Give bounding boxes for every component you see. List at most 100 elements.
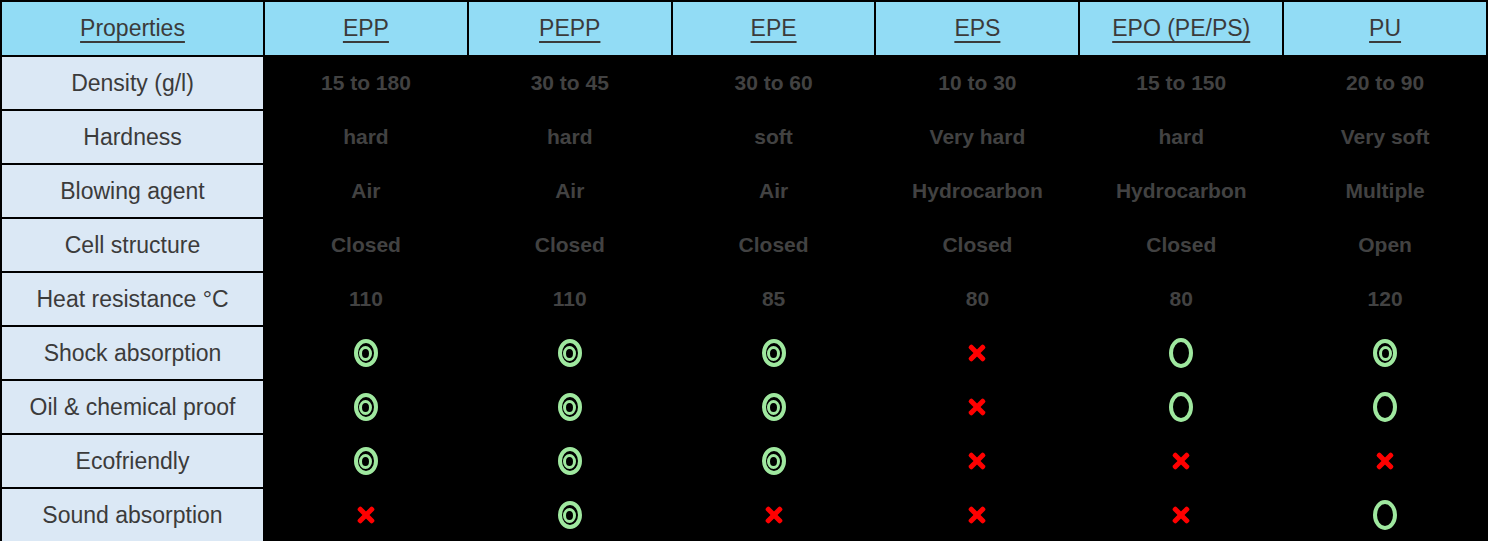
cell-oil-epe (672, 380, 876, 434)
cell-hardness-epo: hard (1079, 110, 1283, 164)
cross-icon (967, 397, 987, 417)
cell-structure-pu: Open (1283, 218, 1487, 272)
cell-oil-epp (264, 380, 468, 434)
double-circle-icon (762, 447, 786, 475)
cell-oil-eps (875, 380, 1079, 434)
cross-icon (764, 505, 784, 525)
symbol-wrap (1080, 435, 1282, 487)
cell-sound-epe (672, 488, 876, 541)
row-label-cell-structure: Cell structure (1, 218, 264, 272)
cell-blowing-eps: Hydrocarbon (875, 164, 1079, 218)
cell-shock-pu (1283, 326, 1487, 380)
cross-icon (967, 505, 987, 525)
symbol-wrap (469, 435, 671, 487)
symbol-wrap (876, 435, 1078, 487)
cell-density-pepp: 30 to 45 (468, 56, 672, 110)
symbol-wrap (673, 489, 875, 541)
table-row-cell-structure: Cell structure Closed Closed Closed Clos… (1, 218, 1487, 272)
cell-hardness-epe: soft (672, 110, 876, 164)
cell-blowing-pu: Multiple (1283, 164, 1487, 218)
cell-structure-pepp: Closed (468, 218, 672, 272)
row-label-heat-resistance: Heat resistance °C (1, 272, 264, 326)
symbol-wrap (1080, 327, 1282, 379)
table-row-sound-absorption: Sound absorption (1, 488, 1487, 541)
cell-hardness-epp: hard (264, 110, 468, 164)
cell-oil-pepp (468, 380, 672, 434)
row-label-oil-chemical: Oil & chemical proof (1, 380, 264, 434)
symbol-wrap (265, 381, 467, 433)
cell-sound-pepp (468, 488, 672, 541)
circle-icon (1373, 500, 1397, 530)
double-circle-icon (558, 339, 582, 367)
double-circle-icon (558, 447, 582, 475)
double-circle-icon (762, 339, 786, 367)
cell-shock-epp (264, 326, 468, 380)
cell-shock-epo (1079, 326, 1283, 380)
symbol-wrap (673, 381, 875, 433)
cell-eco-pepp (468, 434, 672, 488)
circle-icon (1373, 392, 1397, 422)
table-row-density: Density (g/l) 15 to 180 30 to 45 30 to 6… (1, 56, 1487, 110)
materials-comparison-table: Properties EPP PEPP EPE EPS EPO (PE/PS) … (0, 0, 1488, 541)
cell-density-eps: 10 to 30 (875, 56, 1079, 110)
cross-icon (1375, 451, 1395, 471)
double-circle-icon (762, 393, 786, 421)
table-row-oil-chemical: Oil & chemical proof (1, 380, 1487, 434)
symbol-wrap (876, 489, 1078, 541)
symbol-wrap (673, 327, 875, 379)
symbol-wrap (265, 489, 467, 541)
double-circle-icon (354, 339, 378, 367)
cross-icon (967, 343, 987, 363)
symbol-wrap (469, 489, 671, 541)
symbol-wrap (469, 381, 671, 433)
row-label-hardness: Hardness (1, 110, 264, 164)
cell-sound-epo (1079, 488, 1283, 541)
cell-oil-epo (1079, 380, 1283, 434)
cell-heat-epo: 80 (1079, 272, 1283, 326)
symbol-wrap (876, 381, 1078, 433)
symbol-wrap (1080, 489, 1282, 541)
header-cell-properties: Properties (1, 1, 264, 56)
table-row-blowing-agent: Blowing agent Air Air Air Hydrocarbon Hy… (1, 164, 1487, 218)
symbol-wrap (1284, 489, 1486, 541)
symbol-wrap (1284, 381, 1486, 433)
cell-hardness-eps: Very hard (875, 110, 1079, 164)
cell-heat-eps: 80 (875, 272, 1079, 326)
cell-eco-epo (1079, 434, 1283, 488)
cell-blowing-epp: Air (264, 164, 468, 218)
cell-structure-epo: Closed (1079, 218, 1283, 272)
cell-heat-epp: 110 (264, 272, 468, 326)
cell-eco-pu (1283, 434, 1487, 488)
cell-sound-pu (1283, 488, 1487, 541)
symbol-wrap (876, 327, 1078, 379)
header-cell-epo: EPO (PE/PS) (1079, 1, 1283, 56)
cell-sound-epp (264, 488, 468, 541)
cell-density-epe: 30 to 60 (672, 56, 876, 110)
cross-icon (1171, 505, 1191, 525)
symbol-wrap (265, 435, 467, 487)
cell-density-epp: 15 to 180 (264, 56, 468, 110)
cell-structure-eps: Closed (875, 218, 1079, 272)
cell-shock-pepp (468, 326, 672, 380)
cell-structure-epp: Closed (264, 218, 468, 272)
double-circle-icon (558, 393, 582, 421)
cell-hardness-pu: Very soft (1283, 110, 1487, 164)
table-row-ecofriendly: Ecofriendly (1, 434, 1487, 488)
row-label-ecofriendly: Ecofriendly (1, 434, 264, 488)
double-circle-icon (558, 501, 582, 529)
symbol-wrap (265, 327, 467, 379)
cell-eco-eps (875, 434, 1079, 488)
cell-eco-epp (264, 434, 468, 488)
row-label-density: Density (g/l) (1, 56, 264, 110)
cell-hardness-pepp: hard (468, 110, 672, 164)
header-cell-eps: EPS (875, 1, 1079, 56)
table-row-heat-resistance: Heat resistance °C 110 110 85 80 80 120 (1, 272, 1487, 326)
row-label-shock-absorption: Shock absorption (1, 326, 264, 380)
circle-icon (1169, 392, 1193, 422)
cell-sound-eps (875, 488, 1079, 541)
header-cell-pu: PU (1283, 1, 1487, 56)
cell-oil-pu (1283, 380, 1487, 434)
cell-blowing-pepp: Air (468, 164, 672, 218)
cell-heat-epe: 85 (672, 272, 876, 326)
row-label-sound-absorption: Sound absorption (1, 488, 264, 541)
